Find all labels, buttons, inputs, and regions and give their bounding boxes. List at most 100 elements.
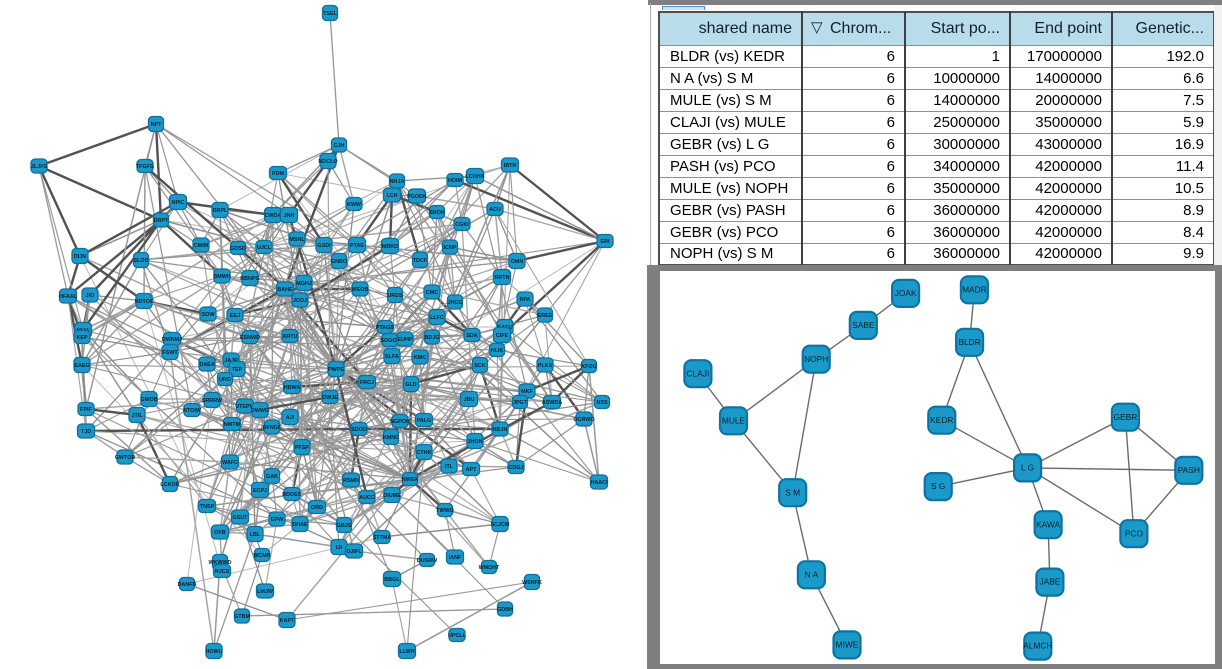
svg-text:CMC: CMC	[426, 290, 438, 296]
svg-text:JOAK: JOAK	[895, 288, 917, 298]
svg-text:SDA: SDA	[466, 333, 477, 339]
svg-text:SCK: SCK	[474, 363, 485, 369]
svg-text:KAPT: KAPT	[280, 618, 295, 624]
svg-text:JIO: JIO	[86, 293, 95, 299]
svg-text:CTHK: CTHK	[417, 450, 432, 456]
svg-text:PCO: PCO	[1125, 528, 1144, 538]
svg-text:RPA: RPA	[520, 297, 531, 303]
svg-text:SOW: SOW	[202, 312, 216, 318]
svg-text:N A: N A	[805, 569, 819, 579]
svg-text:ACU: ACU	[489, 207, 501, 213]
svg-text:JLJFS: JLJFS	[31, 164, 48, 170]
svg-text:DWNMJ: DWNMJ	[162, 337, 182, 343]
svg-text:GWTOR: GWTOR	[115, 455, 136, 461]
svg-text:ASWDA: ASWDA	[542, 400, 562, 406]
svg-text:BLDR: BLDR	[958, 337, 980, 347]
svg-text:TDCF: TDCF	[413, 258, 428, 264]
svg-text:DAEA: DAEA	[199, 362, 214, 368]
svg-text:SCJCM: SCJCM	[491, 522, 510, 528]
svg-text:SABE: SABE	[852, 320, 875, 330]
svg-text:ECPJ: ECPJ	[253, 488, 267, 494]
svg-text:NPIC: NPIC	[172, 200, 185, 206]
svg-text:OIUME: OIUME	[383, 493, 401, 499]
svg-text:PDM: PDM	[272, 171, 284, 177]
svg-text:KFOG: KFOG	[581, 364, 597, 370]
svg-text:URO: URO	[219, 377, 231, 383]
svg-text:EUHP: EUHP	[398, 337, 413, 343]
svg-text:SOGOJ: SOGOJ	[380, 338, 399, 344]
svg-text:ITL: ITL	[445, 464, 454, 470]
svg-text:MKF: MKF	[521, 389, 533, 395]
svg-text:S G: S G	[931, 481, 945, 491]
svg-text:JTIL: JTIL	[131, 413, 143, 419]
svg-text:RSMN: RSMN	[343, 478, 359, 484]
svg-text:KEDR: KEDR	[930, 415, 953, 425]
svg-text:JCOJ: JCOJ	[293, 298, 307, 304]
svg-text:UJCL: UJCL	[257, 245, 272, 251]
svg-text:NPT: NPT	[151, 122, 162, 128]
svg-text:LLWH: LLWH	[399, 649, 414, 655]
svg-text:WKWWD: WKWWD	[208, 560, 231, 566]
svg-text:MSNL: MSNL	[289, 237, 305, 243]
svg-text:SLFA: SLFA	[385, 354, 399, 360]
svg-text:STTMA: STTMA	[373, 535, 392, 541]
svg-text:NBJN: NBJN	[493, 427, 508, 433]
svg-text:CIFE: CIFE	[496, 333, 509, 339]
svg-text:RRTN: RRTN	[495, 275, 510, 281]
svg-text:IBTN: IBTN	[504, 163, 517, 169]
svg-text:CMIM: CMIM	[194, 243, 209, 249]
svg-text:KWW: KWW	[347, 202, 362, 208]
svg-text:GLD: GLD	[405, 382, 416, 388]
svg-text:FRCJ: FRCJ	[360, 380, 374, 386]
svg-text:JPGT: JPGT	[513, 400, 528, 406]
svg-text:BRPL: BRPL	[213, 208, 228, 214]
svg-text:S M: S M	[785, 487, 800, 497]
svg-text:PTAGD: PTAGD	[376, 325, 395, 331]
svg-text:PASH: PASH	[1178, 465, 1200, 475]
svg-text:FPIF: FPIF	[80, 407, 92, 413]
svg-text:EEJ: EEJ	[230, 313, 240, 319]
svg-text:JHCG: JHCG	[448, 300, 463, 306]
svg-text:RBNPG: RBNPG	[240, 276, 259, 282]
svg-text:GNRO: GNRO	[331, 259, 347, 265]
svg-text:WMDHT: WMDHT	[479, 565, 500, 571]
svg-text:PWPE: PWPE	[328, 367, 344, 373]
svg-text:JABE: JABE	[1039, 577, 1060, 587]
svg-text:GWOB: GWOB	[140, 397, 157, 403]
svg-text:CDGJ: CDGJ	[509, 465, 524, 471]
svg-text:EAEG: EAEG	[74, 363, 89, 369]
svg-text:ALMCH: ALMCH	[1023, 641, 1052, 651]
svg-text:JNH: JNH	[284, 213, 295, 219]
svg-text:DUSRW: DUSRW	[417, 558, 438, 564]
svg-text:IJI: IJI	[336, 545, 342, 551]
svg-text:OMN: OMN	[511, 259, 524, 265]
svg-text:GEBR: GEBR	[1114, 412, 1138, 422]
svg-text:GDBH: GDBH	[497, 607, 513, 613]
svg-text:PFSP: PFSP	[295, 445, 309, 451]
svg-text:PALG: PALG	[417, 418, 432, 424]
svg-text:HAACI: HAACI	[590, 480, 608, 486]
svg-text:NDCLO: NDCLO	[318, 159, 337, 165]
svg-text:TFGFG: TFGFG	[136, 164, 154, 170]
svg-text:DWWG: DWWG	[251, 408, 269, 414]
svg-text:ARTU: ARTU	[283, 334, 298, 340]
svg-text:PTAE: PTAE	[350, 243, 364, 249]
svg-text:MIWE: MIWE	[836, 640, 859, 650]
svg-text:LCKON: LCKON	[160, 482, 179, 488]
svg-text:NGPOH: NGPOH	[390, 419, 410, 425]
svg-text:NJCS: NJCS	[215, 569, 230, 575]
svg-text:KAWA: KAWA	[1036, 519, 1060, 529]
svg-text:DIJN: DIJN	[74, 254, 86, 260]
svg-text:RDOEC: RDOEC	[282, 492, 302, 498]
svg-text:DRPT: DRPT	[154, 218, 169, 224]
svg-text:GTBM: GTBM	[234, 614, 250, 620]
svg-text:CGKI: CGKI	[455, 222, 469, 228]
svg-text:MADR: MADR	[962, 284, 987, 294]
svg-text:PLKS: PLKS	[538, 363, 553, 369]
svg-text:DANFB: DANFB	[178, 582, 197, 588]
svg-text:GDSD: GDSD	[230, 246, 246, 252]
svg-text:JBU: JBU	[464, 397, 475, 403]
svg-text:JAJP: JAJP	[224, 358, 238, 364]
svg-text:NWEK: NWEK	[402, 477, 419, 483]
svg-text:NMTM: NMTM	[224, 422, 241, 428]
